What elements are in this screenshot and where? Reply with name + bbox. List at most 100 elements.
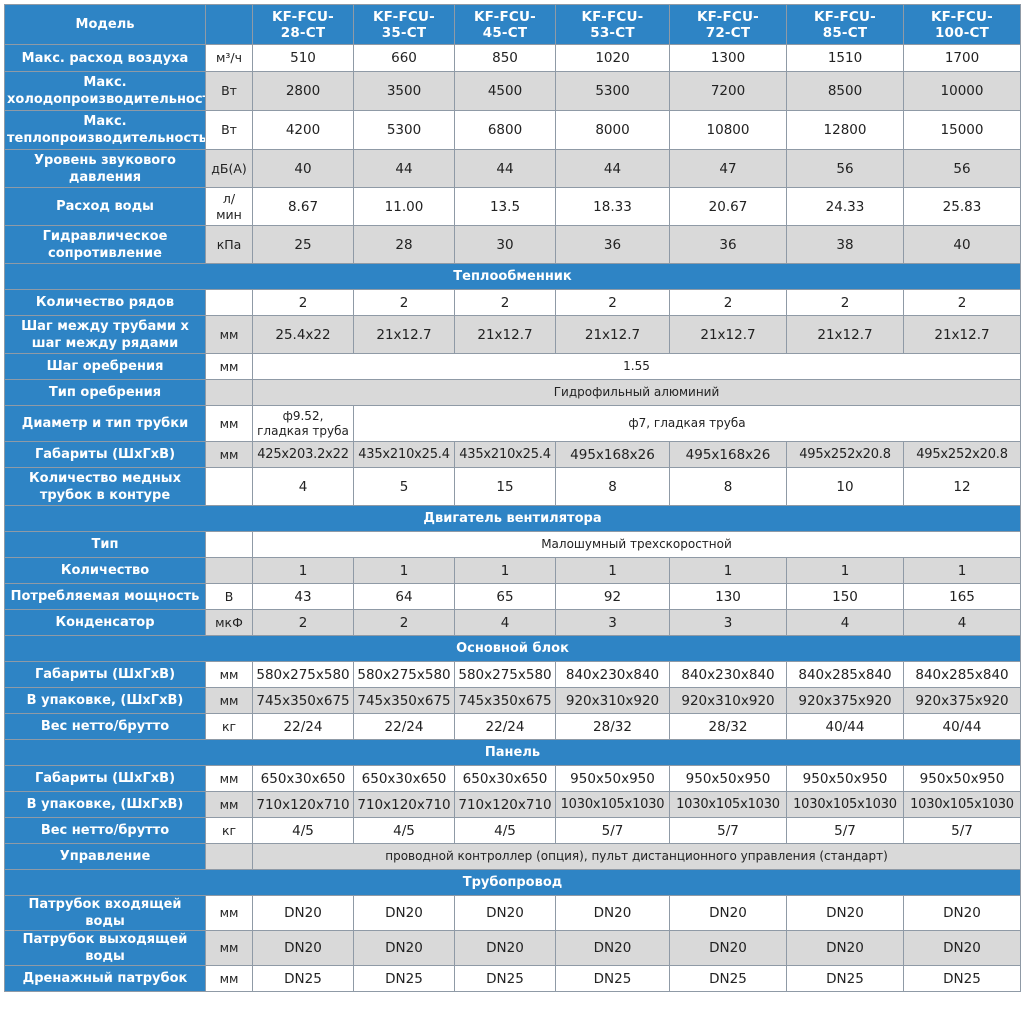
value-cell: 495x252x20.8 [903, 441, 1021, 468]
row-label: В упаковке, (ШхГхВ) [4, 687, 206, 714]
value-cell: 710x120x710 [353, 791, 455, 818]
model-header-cell: KF-FCU- 45-CT [454, 4, 556, 45]
value-cell: 12800 [786, 110, 904, 150]
row-label: Макс. теплопроизводительность [4, 110, 206, 150]
row-label: Расход воды [4, 187, 206, 226]
value-cell: DN20 [252, 930, 354, 966]
unit-cell: м³/ч [205, 44, 253, 72]
value-cell: 4 [252, 467, 354, 506]
unit-cell [205, 531, 253, 558]
value-cell: 840x230x840 [555, 661, 670, 688]
row-label: Уровень звукового давления [4, 149, 206, 188]
value-cell: 920x375x920 [903, 687, 1021, 714]
value-cell: 21x12.7 [903, 315, 1021, 354]
value-cell: 5300 [555, 71, 670, 111]
value-cell: 1030x105x1030 [669, 791, 787, 818]
value-cell: 580x275x580 [353, 661, 455, 688]
value-cell: 1030x105x1030 [786, 791, 904, 818]
spec-row: Диаметр и тип трубки мм ф9.52, гладкая тру… [4, 405, 1021, 442]
unit-header-cell [205, 4, 253, 45]
value-cell: 2 [252, 289, 354, 316]
value-cell: 745x350x675 [353, 687, 455, 714]
value-cell: 710x120x710 [454, 791, 556, 818]
value-cell: 2 [669, 289, 787, 316]
value-cell: 510 [252, 44, 354, 72]
row-label: Габариты (ШхГхВ) [4, 661, 206, 688]
model-label: Модель [4, 4, 206, 45]
row-label: Дренажный патрубок [4, 965, 206, 992]
section-header-row: Теплообменник [4, 263, 1021, 290]
value-cell: 65 [454, 583, 556, 610]
value-cell: 21x12.7 [454, 315, 556, 354]
model-header-cell: KF-FCU- 53-CT [555, 4, 670, 45]
value-cell: 435x210x25.4 [454, 441, 556, 468]
unit-cell: мм [205, 315, 253, 354]
unit-cell: мм [205, 791, 253, 818]
unit-cell: мм [205, 661, 253, 688]
row-label: Гидравлическое сопротивление [4, 225, 206, 264]
value-cell: 1 [903, 557, 1021, 584]
value-cell: 425x203.2x22 [252, 441, 354, 468]
value-cell: 2 [252, 609, 354, 636]
spec-row: Вес нетто/брутто кг 4/5 4/5 4/5 5/7 5/7 5/7 5/7 [4, 817, 1021, 844]
value-cell: 3500 [353, 71, 455, 111]
value-cell: 950x50x950 [903, 765, 1021, 792]
value-cell: DN25 [454, 965, 556, 992]
value-cell: 150 [786, 583, 904, 610]
unit-cell: Вт [205, 110, 253, 150]
value-cell: 40/44 [903, 713, 1021, 740]
row-label: Патрубок входящей воды [4, 895, 206, 931]
value-cell: DN20 [353, 930, 455, 966]
unit-cell: мм [205, 405, 253, 442]
spec-row: Управление проводной контроллер (опция), … [4, 843, 1021, 870]
spec-row: Макс. холодопроизводительность Вт 2800 3500… [4, 71, 1021, 111]
spec-row: Количество медных трубок в контуре 4 5 15 8 8… [4, 467, 1021, 506]
value-cell: 20.67 [669, 187, 787, 226]
value-cell: 4 [786, 609, 904, 636]
spec-row: Габариты (ШхГхВ) мм 580x275x580 580x275x580… [4, 661, 1021, 688]
section-title: Двигатель вентилятора [4, 505, 1021, 532]
value-cell: 8.67 [252, 187, 354, 226]
value-cell: 28 [353, 225, 455, 264]
value-cell: 950x50x950 [786, 765, 904, 792]
value-cell: 1 [353, 557, 455, 584]
spec-row: Габариты (ШхГхВ) мм 650x30x650 650x30x650 65… [4, 765, 1021, 792]
unit-cell: мм [205, 687, 253, 714]
spec-row: Уровень звукового давления дБ(А) 40 44 44 44 4… [4, 149, 1021, 188]
value-cell: 580x275x580 [252, 661, 354, 688]
value-cell: 130 [669, 583, 787, 610]
section-header-row: Трубопровод [4, 869, 1021, 896]
value-cell: 1030x105x1030 [903, 791, 1021, 818]
value-cell: 22/24 [454, 713, 556, 740]
spec-row: В упаковке, (ШхГхВ) мм 710x120x710 710x120x… [4, 791, 1021, 818]
value-cell: DN20 [903, 930, 1021, 966]
value-cell: 21x12.7 [353, 315, 455, 354]
value-cell: 950x50x950 [669, 765, 787, 792]
spec-row: Гидравлическое сопротивление кПа 25 28 30 36 3… [4, 225, 1021, 264]
section-title: Трубопровод [4, 869, 1021, 896]
value-cell: 6800 [454, 110, 556, 150]
value-cell: 92 [555, 583, 670, 610]
value-cell: DN25 [353, 965, 455, 992]
unit-cell [205, 557, 253, 584]
row-label: Количество [4, 557, 206, 584]
value-cell: 4200 [252, 110, 354, 150]
value-cell: DN20 [669, 930, 787, 966]
value-cell: 10800 [669, 110, 787, 150]
section-header-row: Двигатель вентилятора [4, 505, 1021, 532]
value-cell: DN20 [252, 895, 354, 931]
value-cell: DN25 [252, 965, 354, 992]
value-cell: 11.00 [353, 187, 455, 226]
model-header-cell: KF-FCU- 28-CT [252, 4, 354, 45]
value-cell: 710x120x710 [252, 791, 354, 818]
value-cell: 850 [454, 44, 556, 72]
section-title: Основной блок [4, 635, 1021, 662]
spec-row: В упаковке, (ШхГхВ) мм 745x350x675 745x350x… [4, 687, 1021, 714]
value-cell: 28/32 [669, 713, 787, 740]
spec-row: Тип оребрения Гидрофильный алюминий [4, 379, 1021, 406]
value-cell: 1 [786, 557, 904, 584]
value-cell: ф9.52, гладкая труба [252, 405, 354, 442]
value-cell: 38 [786, 225, 904, 264]
value-cell: 7200 [669, 71, 787, 111]
value-cell: 650x30x650 [454, 765, 556, 792]
